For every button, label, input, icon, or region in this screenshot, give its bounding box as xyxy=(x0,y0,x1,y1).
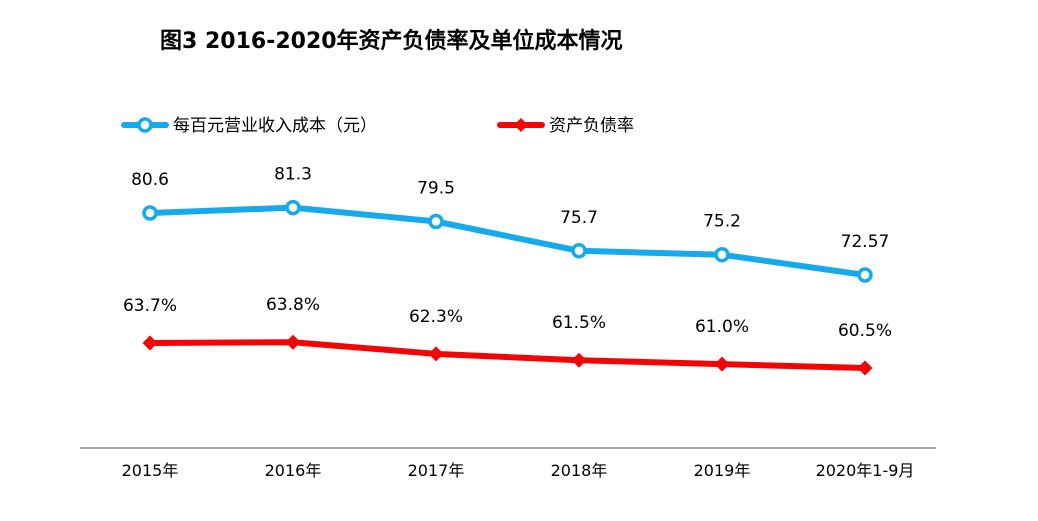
data-point-cost xyxy=(142,205,158,221)
data-point-cost xyxy=(571,243,587,259)
data-label-cost: 80.6 xyxy=(131,170,169,190)
data-label-debt-ratio: 61.5% xyxy=(552,313,606,333)
legend-marker-debt-ratio xyxy=(514,118,528,132)
data-label-debt-ratio: 60.5% xyxy=(838,321,892,341)
x-tick-label: 2018年 xyxy=(551,461,608,480)
x-tick-label: 2017年 xyxy=(408,461,465,480)
data-label-debt-ratio: 62.3% xyxy=(409,307,463,327)
x-tick-label: 2016年 xyxy=(265,461,322,480)
data-label-debt-ratio: 63.8% xyxy=(266,295,320,315)
data-point-debt-ratio xyxy=(571,352,587,368)
series-line-debt-ratio xyxy=(147,339,868,371)
data-labels: 80.6 81.3 79.5 75.7 75.2 72.57 63.7% 63.8% 62.3%… xyxy=(123,165,892,341)
x-tick-label: 2019年 xyxy=(694,461,751,480)
data-point-debt-ratio xyxy=(142,335,158,351)
data-point-debt-ratio xyxy=(714,356,730,372)
data-label-cost: 79.5 xyxy=(417,179,455,199)
legend-item-debt-ratio: 资产负债率 xyxy=(497,116,634,136)
data-label-cost: 72.57 xyxy=(841,232,890,252)
data-label-cost: 75.7 xyxy=(560,208,598,228)
data-point-debt-ratio xyxy=(285,334,301,350)
data-point-cost xyxy=(857,267,873,283)
data-label-debt-ratio: 63.7% xyxy=(123,296,177,316)
data-point-cost xyxy=(285,199,301,216)
chart-title: 图3 2016-2020年资产负债率及单位成本情况 xyxy=(160,28,623,54)
data-point-debt-ratio xyxy=(857,360,873,376)
series-markers xyxy=(142,199,873,376)
legend-label-cost: 每百元营业收入成本（元） xyxy=(173,116,377,136)
legend-item-cost: 每百元营业收入成本（元） xyxy=(121,116,377,136)
legend: 每百元营业收入成本（元） 资产负债率 xyxy=(121,116,634,136)
data-label-debt-ratio: 61.0% xyxy=(695,317,749,337)
x-tick-labels: 2015年 2016年 2017年 2018年 2019年 2020年1-9月 xyxy=(122,461,915,480)
series-line-cost xyxy=(147,204,868,278)
data-label-cost: 75.2 xyxy=(703,212,741,232)
legend-label-debt-ratio: 资产负债率 xyxy=(549,116,634,136)
series-lines xyxy=(147,204,868,371)
data-point-debt-ratio xyxy=(428,346,444,362)
data-point-cost xyxy=(428,213,444,230)
x-tick-label: 2015年 xyxy=(122,461,179,480)
legend-marker-cost xyxy=(137,117,153,133)
data-label-cost: 81.3 xyxy=(274,165,312,185)
x-tick-label: 2020年1-9月 xyxy=(816,461,915,480)
data-point-cost xyxy=(714,246,730,263)
